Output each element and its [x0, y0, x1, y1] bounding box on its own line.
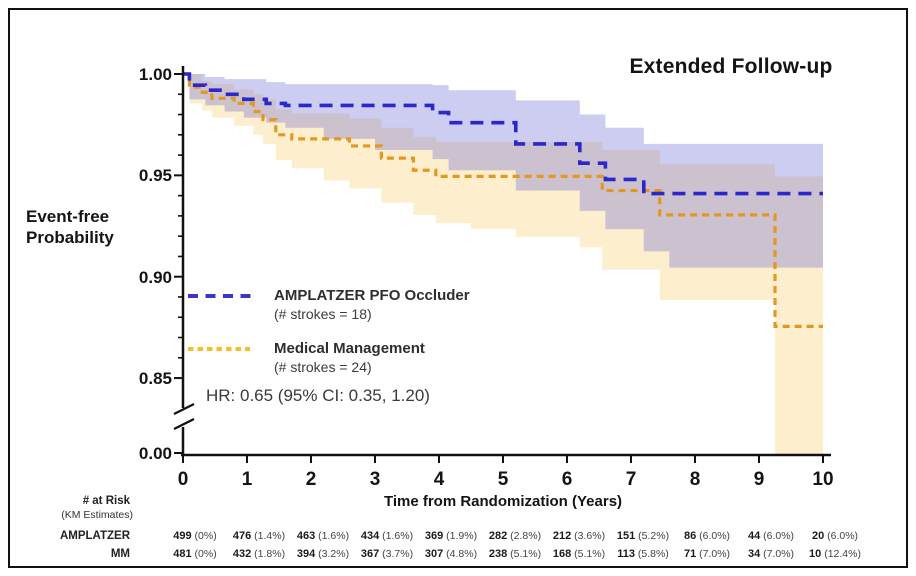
ci-band-amplatzer — [183, 74, 823, 272]
risk-table-rowlabel-amplatzer: AMPLATZER — [59, 530, 130, 542]
x-tick-label: 10 — [812, 469, 834, 490]
y-tick-label: 0.85 — [138, 369, 172, 388]
chart-border — [8, 8, 908, 568]
hazard-ratio-annotation: HR: 0.65 (95% CI: 0.35, 1.20) — [206, 386, 430, 405]
risk-cell-mm-year2: 394 (3.2%) — [296, 548, 350, 560]
x-tick-label: 1 — [241, 469, 253, 490]
risk-table-header: # at Risk — [82, 495, 130, 507]
x-axis-label: Time from Randomization (Years) — [383, 493, 623, 510]
x-tick-label: 2 — [305, 469, 317, 490]
y-axis-label: Event-free Probability — [26, 206, 114, 248]
risk-cell-amplatzer-year4: 369 (1.9%) — [424, 530, 478, 542]
chart-title: Extended Follow-up — [629, 55, 833, 78]
risk-cell-amplatzer-year9: 44 (6.0%) — [747, 530, 795, 542]
y-axis-break-mark-lower — [173, 418, 195, 430]
risk-cell-amplatzer-year2: 463 (1.6%) — [296, 530, 350, 542]
risk-cell-amplatzer-year0: 499 (0%) — [173, 530, 217, 542]
risk-cell-amplatzer-year3: 434 (1.6%) — [360, 530, 414, 542]
x-tick-label: 8 — [689, 469, 701, 490]
risk-cell-mm-year8: 71 (7.0%) — [683, 548, 731, 560]
risk-cell-amplatzer-year7: 151 (5.2%) — [616, 530, 670, 542]
risk-cell-mm-year9: 34 (7.0%) — [747, 548, 795, 560]
risk-cell-mm-year4: 307 (4.8%) — [424, 548, 478, 560]
risk-cell-mm-year3: 367 (3.7%) — [360, 548, 414, 560]
y-axis-label-line1: Event-free — [26, 207, 110, 226]
risk-cell-amplatzer-year5: 282 (2.8%) — [488, 530, 542, 542]
x-tick-label: 5 — [497, 469, 509, 490]
risk-cell-mm-year5: 238 (5.1%) — [488, 548, 542, 560]
y-tick-label: 0.90 — [138, 268, 172, 287]
risk-table-rowlabel-mm: MM — [110, 548, 130, 560]
x-tick-label: 6 — [561, 469, 573, 490]
risk-cell-amplatzer-year1: 476 (1.4%) — [232, 530, 286, 542]
legend-label-medical-management: Medical Management — [274, 340, 425, 357]
y-tick-label: 0.00 — [138, 444, 172, 463]
risk-cell-mm-year1: 432 (1.8%) — [232, 548, 286, 560]
x-tick-label: 4 — [433, 469, 445, 490]
risk-cell-mm-year6: 168 (5.1%) — [552, 548, 606, 560]
risk-cell-amplatzer-year8: 86 (6.0%) — [683, 530, 731, 542]
risk-table-subheader: (KM Estimates) — [61, 509, 133, 521]
x-tick-label: 7 — [625, 469, 637, 490]
risk-cell-mm-year10: 10 (12.4%) — [809, 548, 861, 560]
legend-sublabel-amplatzer: (# strokes = 18) — [274, 306, 372, 322]
risk-cell-mm-year0: 481 (0%) — [173, 548, 217, 560]
km-curve-amplatzer — [183, 72, 823, 196]
ci-band-medical-management — [183, 74, 823, 455]
x-tick-label: 0 — [177, 469, 189, 490]
risk-cell-mm-year7: 113 (5.8%) — [617, 548, 669, 560]
risk-cell-amplatzer-year10: 20 (6.0%) — [811, 530, 859, 542]
y-axis-label-line2: Probability — [26, 228, 114, 247]
y-tick-label: 1.00 — [138, 65, 172, 84]
y-tick-label: 0.95 — [138, 166, 172, 185]
legend-sublabel-medical-management: (# strokes = 24) — [274, 359, 372, 375]
y-axis-break-mark-upper — [173, 403, 195, 415]
risk-cell-amplatzer-year6: 212 (3.6%) — [552, 530, 606, 542]
km-curve-medical-management — [183, 72, 823, 328]
x-tick-label: 9 — [753, 469, 765, 490]
legend-label-amplatzer: AMPLATZER PFO Occluder — [274, 287, 470, 304]
x-tick-label: 3 — [369, 469, 381, 490]
